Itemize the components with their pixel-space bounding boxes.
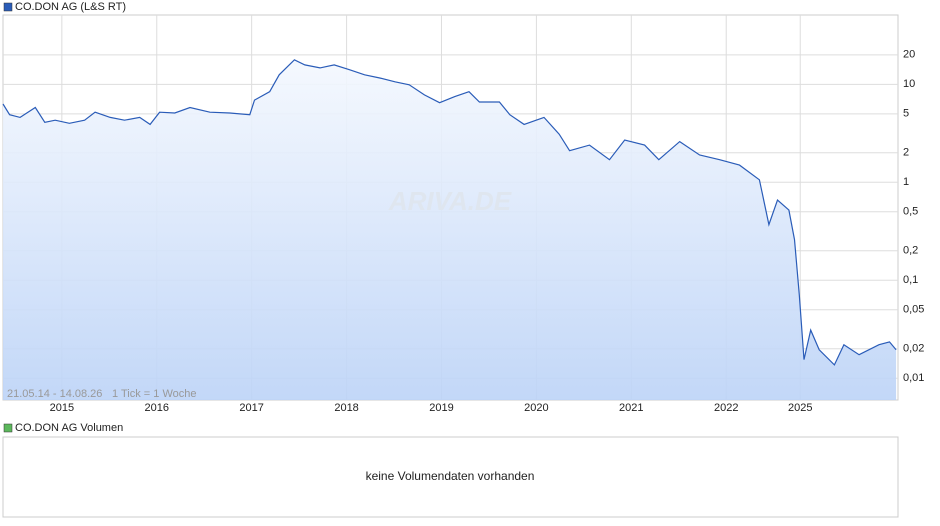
legend-swatch xyxy=(3,2,13,12)
y-tick-label: 0,2 xyxy=(903,245,918,257)
price-line xyxy=(2,59,897,366)
volume-message: keine Volumendaten vorhanden xyxy=(366,469,535,483)
area xyxy=(3,59,897,401)
x-tick-label: 2017 xyxy=(239,402,263,414)
y-tick-label: 10 xyxy=(903,78,915,90)
y-tick-label: 0,1 xyxy=(903,274,918,286)
x-tick-label: 2019 xyxy=(429,402,453,414)
y-tick-label: 0,5 xyxy=(903,206,918,218)
x-tick-label: 2021 xyxy=(619,402,643,414)
y-tick-label: 0,01 xyxy=(903,372,924,384)
volume-legend-swatch xyxy=(3,423,13,433)
tick-note: 1 Tick = 1 Woche xyxy=(112,388,196,400)
y-tick-label: 0,05 xyxy=(903,304,924,316)
date-range: 21.05.14 - 14.08.26 xyxy=(7,388,102,400)
y-tick-label: 2 xyxy=(903,147,909,159)
y-tick-label: 5 xyxy=(903,108,909,120)
volume-frame xyxy=(2,436,899,518)
x-tick-label: 2025 xyxy=(788,402,812,414)
legend-label: CO.DON AG (L&S RT) xyxy=(15,1,126,13)
y-tick-label: 0,02 xyxy=(903,343,924,355)
y-tick-label: 20 xyxy=(903,49,915,61)
x-tick-label: 2020 xyxy=(524,402,548,414)
y-tick-label: 1 xyxy=(903,176,909,188)
x-tick-label: 2015 xyxy=(50,402,74,414)
x-tick-label: 2018 xyxy=(334,402,358,414)
volume-legend-label: CO.DON AG Volumen xyxy=(15,422,123,434)
x-tick-label: 2022 xyxy=(714,402,738,414)
watermark: ARIVA.DE xyxy=(388,186,512,216)
x-tick-label: 2016 xyxy=(145,402,169,414)
